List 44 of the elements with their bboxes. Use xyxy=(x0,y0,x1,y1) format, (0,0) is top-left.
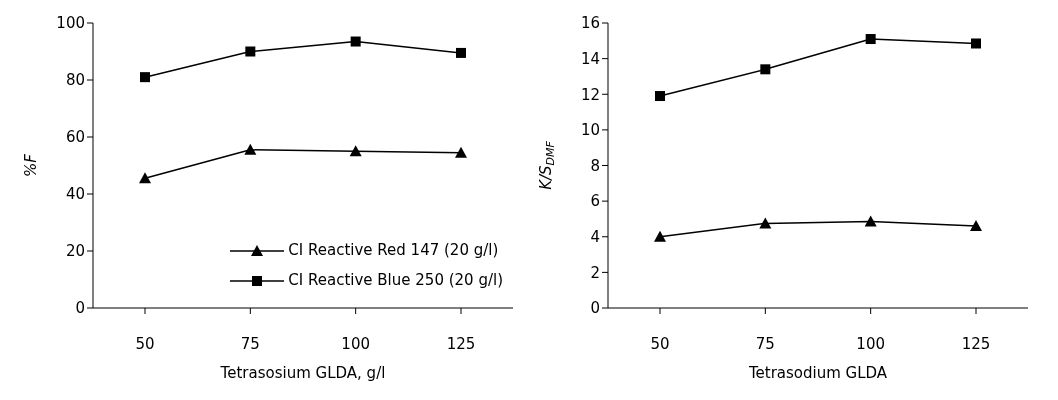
y-tick-label: 2 xyxy=(590,263,600,282)
x-tick-label: 125 xyxy=(446,334,476,353)
y-tick-label: 60 xyxy=(65,128,85,147)
y-tick-label: 4 xyxy=(590,228,600,247)
y-tick-label: 10 xyxy=(580,121,600,140)
y-tick-label: 100 xyxy=(56,14,85,33)
y-tick-label: 16 xyxy=(580,14,600,33)
x-tick-label: 75 xyxy=(240,334,260,353)
point xyxy=(245,46,256,57)
point xyxy=(455,146,467,158)
x-axis-title: Tetrasodium GLDA xyxy=(747,364,888,382)
point xyxy=(350,36,361,47)
point xyxy=(971,38,981,49)
legend-label: CI Reactive Red 147 (20 g/l) xyxy=(288,241,499,259)
x-tick-label: 100 xyxy=(856,334,885,353)
point xyxy=(760,64,771,75)
x-tick-label: 50 xyxy=(135,334,155,353)
y-tick-label: 0 xyxy=(590,299,600,318)
point xyxy=(864,215,877,227)
point xyxy=(139,172,151,184)
y-tick-label: 0 xyxy=(75,299,85,318)
x-tick-label: 125 xyxy=(961,334,991,353)
x-tick-label: 100 xyxy=(341,334,370,353)
point xyxy=(655,91,665,102)
point xyxy=(140,72,150,83)
x-axis-title: Tetrasosium GLDA, g/l xyxy=(219,364,386,382)
x-tick-label: 50 xyxy=(650,334,670,353)
y-tick-label: 8 xyxy=(590,156,600,175)
y-tick-label: 40 xyxy=(65,185,85,204)
legend-label: CI Reactive Blue 250 (20 g/l) xyxy=(288,271,503,289)
y-tick-label: 20 xyxy=(65,242,85,261)
point xyxy=(759,217,772,229)
y-axis-title: %F xyxy=(22,153,40,177)
y-tick-label: 12 xyxy=(580,85,600,104)
y-tick-label: 80 xyxy=(65,71,85,90)
y-tick-label: 6 xyxy=(590,192,600,211)
point xyxy=(349,145,362,157)
point xyxy=(865,34,876,45)
point xyxy=(970,220,982,232)
point xyxy=(456,47,466,58)
y-tick-label: 14 xyxy=(580,49,600,68)
x-tick-label: 75 xyxy=(755,334,775,353)
point xyxy=(654,230,666,242)
point xyxy=(244,143,257,155)
